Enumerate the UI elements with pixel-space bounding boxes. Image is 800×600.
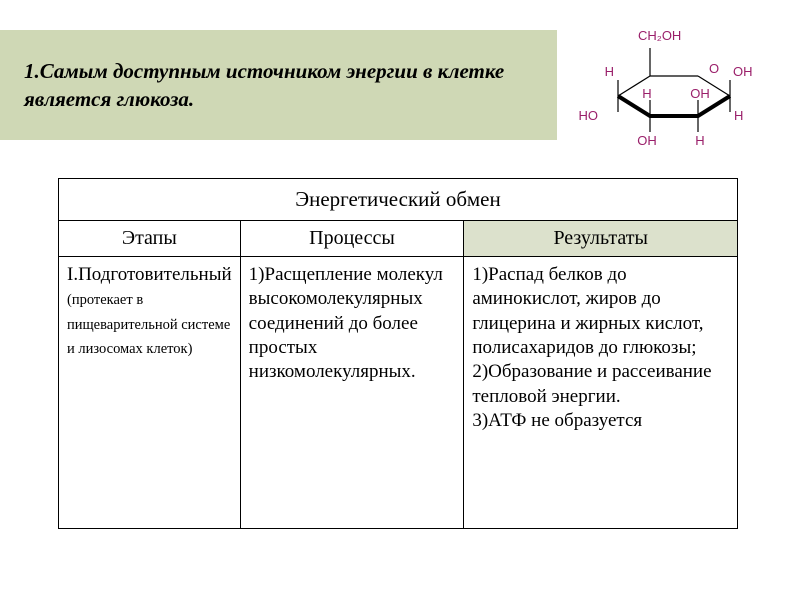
label-h-4: OH [690,86,710,101]
table-header-row: Этапы Процессы Результаты [59,221,738,257]
table-title-cell: Энергетический обмен [59,179,738,221]
label-ch2oh: CH₂OH [638,28,681,43]
header-text: 1.Самым доступным источником энергии в к… [24,57,539,114]
header-processes: Процессы [240,221,464,257]
energy-metabolism-table: Энергетический обмен Этапы Процессы Резу… [58,178,738,529]
label-oh-2: OH [637,133,657,148]
label-oh-1: OH [733,64,753,79]
cell-stage: I.Подготовительный (протекает в пищевари… [59,257,241,529]
header-results: Результаты [464,221,738,257]
table-title-row: Энергетический обмен [59,179,738,221]
label-h-3: H [642,86,651,101]
cell-result: 1)Распад белков до аминокислот, жиров до… [464,257,738,529]
header-stages: Этапы [59,221,241,257]
label-ho: HO [579,108,599,123]
label-h-1: H [605,64,614,79]
cell-process: 1)Расщепление молекул высокомолекулярных… [240,257,464,529]
stage-note: (протекает в пищеварительной системе и л… [67,292,230,357]
label-o-ring: O [709,61,719,76]
table-row: I.Подготовительный (протекает в пищевари… [59,257,738,529]
stage-title: I.Подготовительный [67,264,232,285]
label-h-5: H [695,133,704,148]
label-h-2: H [734,108,743,123]
glucose-molecule-diagram: CH₂OH O H OH HO H H OH OH H [570,8,760,163]
header-panel: 1.Самым доступным источником энергии в к… [0,30,557,140]
